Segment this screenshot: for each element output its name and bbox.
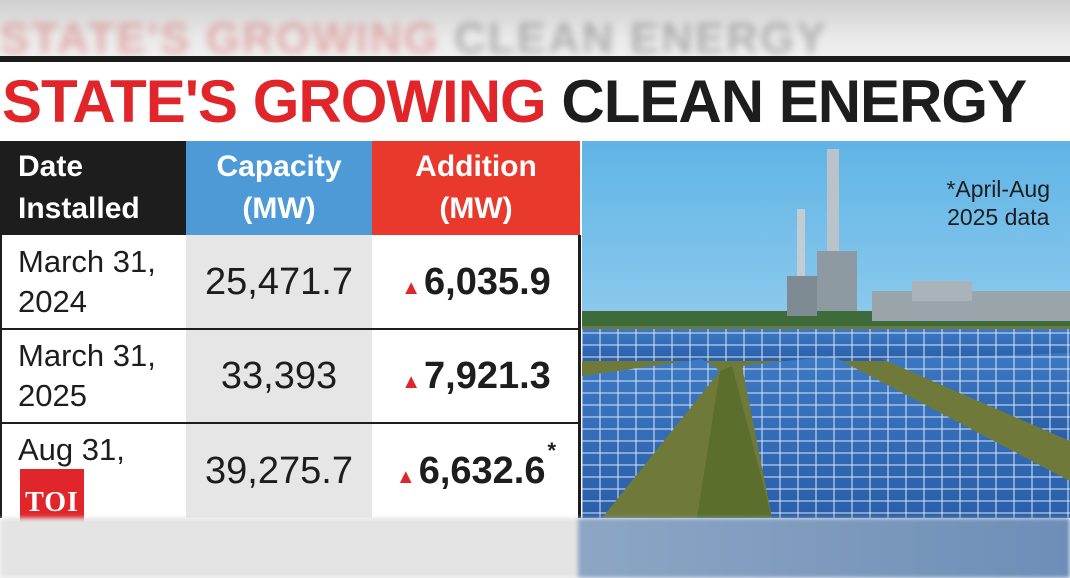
header-addition-line2: (MW): [439, 192, 513, 225]
up-triangle-icon: ▲: [401, 276, 421, 299]
up-triangle-icon: ▲: [395, 465, 416, 488]
row-2-addition-value: 7,921.3: [424, 354, 551, 397]
header-addition: Addition (MW): [372, 141, 580, 235]
solar-plant-photo: *April-Aug 2025 data: [582, 141, 1070, 518]
row-3-date-line1: Aug 31,: [18, 432, 125, 467]
header-capacity-line2: (MW): [242, 192, 316, 225]
blurred-top-banner: STATE'S GROWING CLEAN ENERGY: [0, 0, 1070, 62]
header-date-line1: Date: [18, 150, 84, 183]
row-2-capacity: 33,393: [186, 330, 372, 422]
energy-table: Date Installed Capacity (MW) Addition (M…: [0, 141, 581, 518]
header-date-installed: Date Installed: [0, 141, 186, 235]
headline-dark-part: CLEAN ENERGY: [561, 68, 1027, 135]
row-divider: [0, 422, 580, 424]
footnote-note: *April-Aug 2025 data: [946, 175, 1050, 231]
row-divider: [0, 328, 580, 330]
table-left-border: [0, 235, 2, 518]
row-2-date-line1: March 31,: [18, 338, 156, 373]
headline-red-part: STATE'S GROWING: [2, 68, 547, 135]
table-right-border: [578, 235, 581, 518]
row-3-footnote-marker: *: [547, 438, 557, 463]
row-1-date: March 31, 2024: [0, 235, 186, 329]
top-rule: [0, 56, 1070, 62]
row-3-capacity: 39,275.7: [186, 424, 372, 518]
header-capacity: Capacity (MW): [186, 141, 372, 235]
header-addition-line1: Addition: [415, 150, 537, 183]
row-3-addition-value: 6,632.6: [418, 449, 546, 492]
row-1-date-line1: March 31,: [18, 244, 156, 279]
row-1-addition-value: 6,035.9: [424, 260, 551, 303]
header-capacity-line1: Capacity: [216, 150, 342, 183]
row-1-date-line2: 2024: [18, 284, 87, 319]
row-1-capacity: 25,471.7: [186, 235, 372, 329]
row-1-addition: ▲ 6,035.9: [372, 235, 580, 329]
blurred-headline-reflection: STATE'S GROWING CLEAN ENERGY: [0, 14, 828, 62]
row-2-date: March 31, 2025: [0, 330, 186, 422]
footnote-line2: 2025 data: [947, 204, 1050, 230]
row-2-date-line2: 2025: [18, 378, 87, 413]
row-3-addition: ▲ 6,632.6 *: [372, 424, 580, 518]
blurred-bottom-banner: [0, 518, 1070, 578]
up-triangle-icon: ▲: [401, 370, 421, 393]
headline: STATE'S GROWING CLEAN ENERGY: [0, 64, 1070, 140]
header-date-line2: Installed: [18, 192, 140, 225]
footnote-line1: *April-Aug: [946, 176, 1050, 202]
row-2-addition: ▲ 7,921.3: [372, 330, 580, 422]
